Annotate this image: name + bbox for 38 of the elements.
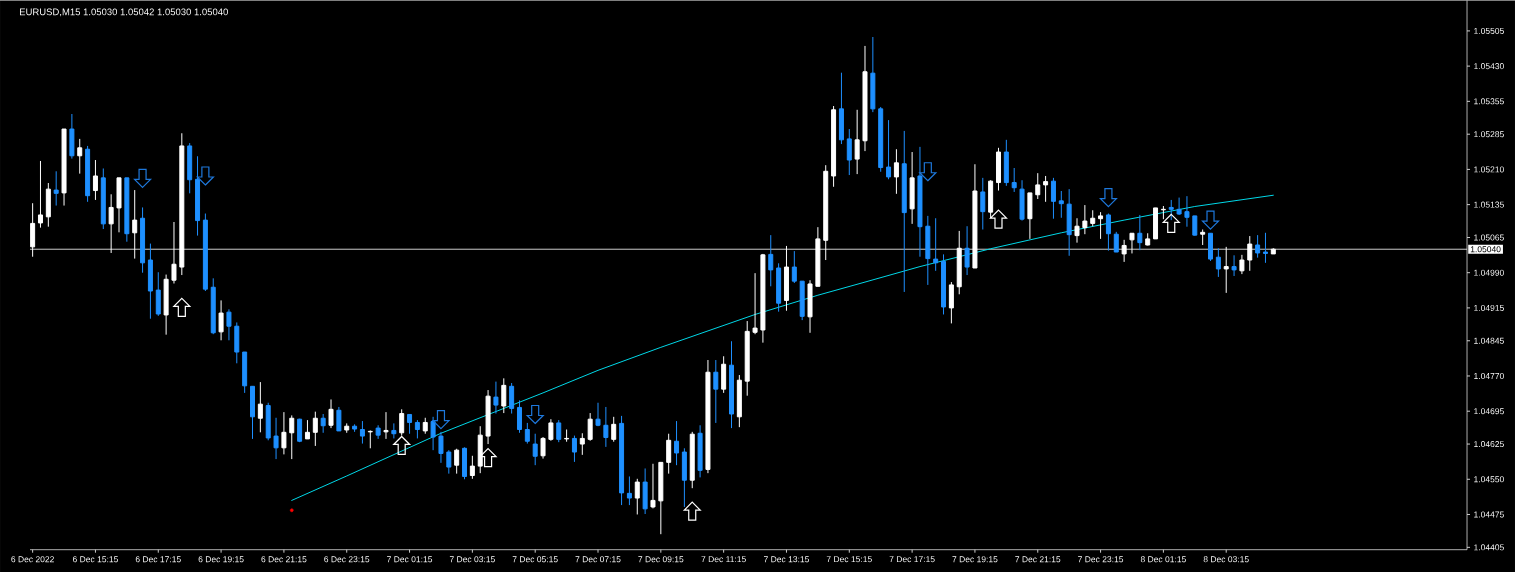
x-tick-label: 8 Dec 03:15	[1203, 556, 1249, 563]
x-tick-label: 7 Dec 07:15	[575, 556, 621, 563]
y-tick-label: 1.04475	[1474, 511, 1504, 518]
x-tick-label: 6 Dec 15:15	[72, 556, 118, 563]
x-tick-label: 7 Dec 15:15	[826, 556, 872, 562]
y-tick-label: 1.04990	[1474, 269, 1504, 276]
x-tick-label: 6 Dec 17:15	[135, 556, 181, 563]
y-tick-label: 1.04770	[1474, 372, 1504, 379]
y-tick-label: 1.05065	[1474, 234, 1504, 241]
x-tick-label: 8 Dec 01:15	[1140, 556, 1186, 563]
y-tick-label: 1.05355	[1474, 98, 1504, 105]
x-tick-label: 7 Dec 21:15	[1015, 556, 1061, 563]
y-tick-label: 1.04915	[1474, 304, 1504, 311]
y-tick-label: 1.05285	[1474, 131, 1504, 138]
text: EURUSD,M15 1.05030 1.05042 1.05030 1.05040	[19, 8, 228, 17]
x-tick-label: 7 Dec 09:15	[638, 556, 684, 563]
x-tick-label: 7 Dec 19:15	[952, 556, 998, 563]
y-tick-label: 1.04695	[1474, 407, 1504, 415]
x-tick-label: 6 Dec 21:15	[261, 556, 307, 563]
x-tick-label: 7 Dec 11:15	[701, 556, 746, 562]
x-tick-label: 7 Dec 05:15	[512, 556, 558, 563]
y-tick-label: 1.05135	[1474, 201, 1504, 208]
y-tick-label: 1.04845	[1474, 337, 1504, 344]
y-tick-label: 1.04550	[1474, 476, 1504, 483]
y-tick-label: 1.05210	[1474, 166, 1504, 173]
x-tick-label: 7 Dec 03:15	[449, 556, 495, 563]
x-tick-label: 6 Dec 2022	[11, 556, 54, 563]
y-tick-label: 1.05505	[1474, 27, 1504, 34]
x-tick-label: 7 Dec 23:15	[1078, 556, 1124, 563]
x-tick-label: 7 Dec 17:15	[889, 556, 935, 562]
y-tick-label: 1.04405	[1474, 544, 1504, 551]
y-tick-label: 1.04625	[1474, 440, 1504, 447]
x-tick-label: 7 Dec 01:15	[387, 556, 433, 563]
x-tick-label: 6 Dec 19:15	[198, 556, 244, 563]
ref-line-label: 1.05040	[1470, 246, 1501, 253]
y-tick-label: 1.05430	[1474, 62, 1504, 69]
x-tick-label: 6 Dec 23:15	[324, 556, 370, 563]
x-tick-label: 7 Dec 13:15	[763, 556, 810, 563]
